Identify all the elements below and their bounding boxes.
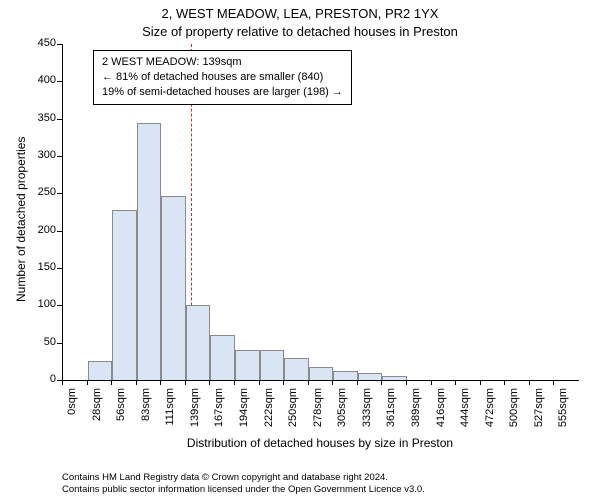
y-tick-mark: [57, 156, 62, 157]
y-tick-label: 0: [26, 373, 56, 385]
x-tick-mark: [332, 380, 333, 385]
x-tick-label: 250sqm: [287, 388, 299, 428]
x-tick-label: 389sqm: [410, 388, 422, 428]
histogram-bar: [284, 358, 309, 380]
y-tick-label: 50: [26, 336, 56, 348]
x-tick-label: 305sqm: [336, 388, 348, 428]
x-tick-mark: [87, 380, 88, 385]
histogram-bar: [186, 305, 211, 380]
y-tick-mark: [57, 305, 62, 306]
histogram-bar: [260, 350, 285, 380]
y-tick-mark: [57, 193, 62, 194]
histogram-bar: [235, 350, 260, 380]
x-tick-mark: [62, 380, 63, 385]
x-tick-label: 0sqm: [66, 388, 78, 428]
x-tick-mark: [504, 380, 505, 385]
x-tick-mark: [209, 380, 210, 385]
x-tick-label: 333sqm: [361, 388, 373, 428]
x-tick-mark: [480, 380, 481, 385]
histogram-bar: [88, 361, 113, 380]
x-tick-label: 56sqm: [115, 388, 127, 428]
histogram-bar: [309, 367, 334, 380]
x-tick-label: 416sqm: [435, 388, 447, 428]
x-tick-label: 111sqm: [164, 388, 176, 428]
y-tick-label: 450: [26, 37, 56, 49]
histogram-bar: [382, 376, 407, 380]
histogram-bar: [358, 373, 383, 380]
y-tick-label: 150: [26, 261, 56, 273]
plot-area: 2 WEST MEADOW: 139sqm ← 81% of detached …: [62, 44, 579, 381]
histogram-bar: [333, 371, 358, 380]
x-tick-label: 83sqm: [140, 388, 152, 428]
chart-title-sub: Size of property relative to detached ho…: [0, 24, 600, 39]
y-tick-label: 400: [26, 74, 56, 86]
x-tick-mark: [234, 380, 235, 385]
x-tick-mark: [381, 380, 382, 385]
attribution-line-1: Contains HM Land Registry data © Crown c…: [62, 472, 425, 484]
y-tick-mark: [57, 268, 62, 269]
x-tick-label: 139sqm: [189, 388, 201, 428]
x-tick-mark: [259, 380, 260, 385]
x-tick-label: 28sqm: [91, 388, 103, 428]
y-tick-mark: [57, 231, 62, 232]
histogram-bar: [112, 210, 137, 380]
y-tick-mark: [57, 119, 62, 120]
x-tick-label: 527sqm: [533, 388, 545, 428]
x-tick-mark: [357, 380, 358, 385]
x-tick-label: 500sqm: [508, 388, 520, 428]
x-axis-label: Distribution of detached houses by size …: [62, 436, 578, 450]
x-tick-label: 555sqm: [557, 388, 569, 428]
x-tick-label: 167sqm: [213, 388, 225, 428]
y-tick-label: 350: [26, 112, 56, 124]
x-tick-label: 361sqm: [385, 388, 397, 428]
x-tick-mark: [553, 380, 554, 385]
y-tick-label: 250: [26, 186, 56, 198]
x-tick-mark: [160, 380, 161, 385]
y-tick-mark: [57, 343, 62, 344]
annotation-line-1: 2 WEST MEADOW: 139sqm: [102, 55, 343, 70]
annotation-box: 2 WEST MEADOW: 139sqm ← 81% of detached …: [93, 50, 352, 105]
annotation-line-3: 19% of semi-detached houses are larger (…: [102, 85, 343, 100]
annotation-line-2: ← 81% of detached houses are smaller (84…: [102, 70, 343, 85]
y-tick-label: 100: [26, 298, 56, 310]
x-tick-mark: [431, 380, 432, 385]
chart-title-main: 2, WEST MEADOW, LEA, PRESTON, PR2 1YX: [0, 6, 600, 21]
x-tick-mark: [406, 380, 407, 385]
y-tick-mark: [57, 81, 62, 82]
chart-container: 2, WEST MEADOW, LEA, PRESTON, PR2 1YX Si…: [0, 0, 600, 500]
x-tick-label: 194sqm: [238, 388, 250, 428]
attribution-text: Contains HM Land Registry data © Crown c…: [62, 472, 425, 497]
x-tick-mark: [136, 380, 137, 385]
histogram-bar: [137, 123, 162, 380]
histogram-bar: [161, 196, 186, 380]
x-tick-mark: [529, 380, 530, 385]
x-tick-mark: [111, 380, 112, 385]
x-tick-mark: [455, 380, 456, 385]
x-tick-label: 472sqm: [484, 388, 496, 428]
x-tick-label: 222sqm: [263, 388, 275, 428]
y-axis-label: Number of detached properties: [14, 137, 28, 302]
y-tick-mark: [57, 44, 62, 45]
x-tick-mark: [185, 380, 186, 385]
x-tick-mark: [283, 380, 284, 385]
y-tick-label: 300: [26, 149, 56, 161]
x-tick-mark: [308, 380, 309, 385]
x-tick-label: 278sqm: [312, 388, 324, 428]
y-tick-label: 200: [26, 224, 56, 236]
x-tick-label: 444sqm: [459, 388, 471, 428]
attribution-line-2: Contains public sector information licen…: [62, 484, 425, 496]
histogram-bar: [210, 335, 235, 380]
